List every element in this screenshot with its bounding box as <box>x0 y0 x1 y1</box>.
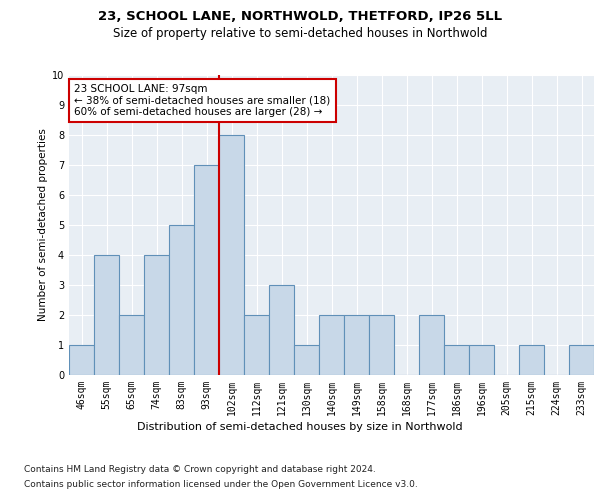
Bar <box>444 345 469 375</box>
Text: Contains HM Land Registry data © Crown copyright and database right 2024.: Contains HM Land Registry data © Crown c… <box>24 465 376 474</box>
Y-axis label: Number of semi-detached properties: Number of semi-detached properties <box>38 128 48 322</box>
Bar <box>119 315 144 375</box>
Bar <box>194 165 219 375</box>
Bar <box>469 345 494 375</box>
Bar <box>219 135 244 375</box>
Text: Distribution of semi-detached houses by size in Northwold: Distribution of semi-detached houses by … <box>137 422 463 432</box>
Bar <box>169 225 194 375</box>
Text: 23 SCHOOL LANE: 97sqm
← 38% of semi-detached houses are smaller (18)
60% of semi: 23 SCHOOL LANE: 97sqm ← 38% of semi-deta… <box>74 84 331 117</box>
Bar <box>269 285 294 375</box>
Bar <box>319 315 344 375</box>
Bar <box>244 315 269 375</box>
Bar <box>344 315 369 375</box>
Bar <box>369 315 394 375</box>
Bar <box>94 255 119 375</box>
Bar <box>519 345 544 375</box>
Text: Size of property relative to semi-detached houses in Northwold: Size of property relative to semi-detach… <box>113 28 487 40</box>
Bar <box>419 315 444 375</box>
Bar <box>569 345 594 375</box>
Bar <box>294 345 319 375</box>
Bar <box>144 255 169 375</box>
Bar <box>69 345 94 375</box>
Text: 23, SCHOOL LANE, NORTHWOLD, THETFORD, IP26 5LL: 23, SCHOOL LANE, NORTHWOLD, THETFORD, IP… <box>98 10 502 23</box>
Text: Contains public sector information licensed under the Open Government Licence v3: Contains public sector information licen… <box>24 480 418 489</box>
